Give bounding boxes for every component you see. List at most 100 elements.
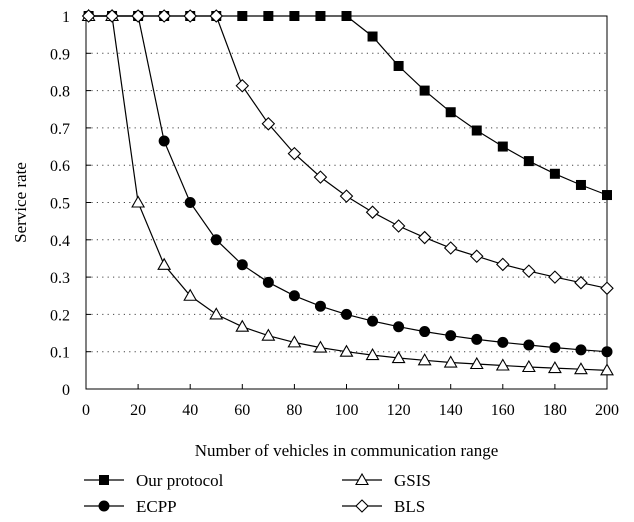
series-our-protocol bbox=[83, 11, 612, 201]
data-point-ecpp bbox=[497, 336, 509, 348]
data-point-gsis bbox=[391, 350, 406, 364]
y-axis-title: Service rate bbox=[11, 162, 30, 243]
data-point-gsis bbox=[469, 356, 484, 370]
data-point-our-protocol bbox=[523, 156, 534, 167]
data-point-bls bbox=[209, 9, 224, 23]
data-point-our-protocol bbox=[602, 190, 612, 201]
data-point-bls bbox=[443, 241, 458, 255]
x-tick-label: 60 bbox=[234, 402, 250, 419]
y-tick-label: 0.4 bbox=[50, 233, 70, 250]
data-point-our-protocol bbox=[315, 11, 326, 21]
y-tick-label: 1 bbox=[62, 9, 70, 26]
grid-lines bbox=[86, 52, 607, 353]
data-point-ecpp bbox=[471, 333, 483, 345]
data-point-gsis bbox=[313, 340, 328, 353]
data-point-bls bbox=[131, 9, 145, 23]
x-tick-label: 160 bbox=[491, 402, 515, 419]
data-point-ecpp bbox=[158, 135, 170, 147]
data-point-bls bbox=[469, 249, 484, 263]
legend-label: BLS bbox=[394, 497, 425, 516]
legend-item-our-protocol: Our protocol bbox=[84, 471, 224, 490]
data-point-gsis bbox=[261, 328, 276, 341]
data-point-gsis bbox=[417, 353, 432, 366]
y-tick-label: 0.9 bbox=[50, 46, 70, 63]
data-point-our-protocol bbox=[393, 60, 404, 71]
data-point-gsis bbox=[495, 358, 510, 371]
x-tick-label: 80 bbox=[286, 402, 302, 419]
data-point-ecpp bbox=[236, 259, 248, 271]
x-tick-label: 120 bbox=[387, 402, 411, 419]
data-point-ecpp bbox=[184, 197, 196, 208]
series-line-bls bbox=[88, 15, 608, 289]
y-tick-label: 0.5 bbox=[50, 196, 70, 213]
data-point-ecpp bbox=[445, 330, 457, 342]
data-point-our-protocol bbox=[471, 125, 482, 136]
data-point-gsis bbox=[209, 307, 224, 320]
data-point-our-protocol bbox=[445, 107, 456, 118]
data-point-ecpp bbox=[367, 315, 379, 327]
legend-marker bbox=[98, 500, 110, 512]
x-tick-label: 0 bbox=[82, 402, 90, 419]
x-tick-label: 200 bbox=[595, 402, 619, 419]
data-point-bls bbox=[261, 117, 276, 131]
data-point-gsis bbox=[157, 257, 172, 270]
data-point-bls bbox=[391, 219, 406, 233]
legend-item-bls: BLS bbox=[342, 497, 425, 516]
data-point-bls bbox=[574, 275, 588, 290]
data-point-gsis bbox=[600, 363, 614, 376]
x-axis-title: Number of vehicles in communication rang… bbox=[195, 441, 499, 460]
data-point-bls bbox=[183, 9, 197, 23]
data-point-our-protocol bbox=[419, 85, 430, 96]
y-tick-label: 0.8 bbox=[50, 84, 70, 101]
data-point-ecpp bbox=[288, 290, 300, 302]
data-point-bls bbox=[417, 230, 432, 245]
series-layer bbox=[81, 8, 614, 376]
data-point-ecpp bbox=[210, 234, 222, 246]
data-point-gsis bbox=[521, 359, 536, 373]
x-tick-label: 20 bbox=[130, 402, 146, 419]
data-point-bls bbox=[548, 270, 562, 284]
y-tick-label: 0 bbox=[62, 382, 70, 399]
series-line-ecpp bbox=[88, 15, 608, 353]
data-point-gsis bbox=[131, 195, 146, 208]
data-point-ecpp bbox=[341, 308, 352, 320]
y-tick-label: 0.3 bbox=[50, 270, 70, 287]
axis-ticks: 0 0.1 0.2 0.3 0.4 0.5 0.6 0.7 0.8 0.9 1 0 20 40 60 80 10… bbox=[50, 9, 619, 419]
legend-item-ecpp: ECPP bbox=[84, 497, 177, 516]
data-point-our-protocol bbox=[263, 11, 274, 21]
data-point-ecpp bbox=[419, 326, 431, 338]
data-point-ecpp bbox=[314, 300, 326, 312]
data-point-bls bbox=[365, 205, 380, 219]
data-point-gsis bbox=[365, 347, 380, 361]
data-point-our-protocol bbox=[289, 11, 300, 21]
data-point-ecpp bbox=[523, 339, 535, 351]
data-point-our-protocol bbox=[549, 168, 560, 179]
data-point-bls bbox=[287, 146, 302, 161]
legend-item-gsis: GSIS bbox=[342, 471, 431, 490]
x-tick-label: 180 bbox=[543, 402, 567, 419]
data-point-our-protocol bbox=[237, 11, 248, 21]
data-point-gsis bbox=[574, 362, 588, 375]
data-point-our-protocol bbox=[341, 11, 352, 21]
y-tick-label: 0.7 bbox=[50, 121, 70, 138]
data-point-bls bbox=[105, 9, 119, 23]
y-tick-label: 0.1 bbox=[50, 345, 70, 362]
x-tick-label: 100 bbox=[335, 402, 359, 419]
data-point-bls bbox=[600, 281, 614, 296]
data-point-our-protocol bbox=[575, 179, 586, 190]
data-point-gsis bbox=[339, 344, 354, 357]
data-point-bls bbox=[496, 257, 510, 272]
y-tick-label: 0.2 bbox=[50, 307, 70, 324]
legend-label: Our protocol bbox=[136, 471, 224, 490]
data-point-gsis bbox=[287, 335, 302, 348]
data-point-bls bbox=[81, 9, 96, 23]
data-point-gsis bbox=[183, 288, 198, 301]
data-point-bls bbox=[339, 189, 354, 203]
data-point-gsis bbox=[547, 361, 562, 374]
data-point-our-protocol bbox=[367, 31, 378, 42]
legend-label: GSIS bbox=[394, 471, 431, 490]
x-tick-label: 140 bbox=[439, 402, 463, 419]
data-point-ecpp bbox=[393, 321, 405, 333]
data-point-ecpp bbox=[549, 342, 561, 354]
series-bls bbox=[81, 9, 614, 296]
